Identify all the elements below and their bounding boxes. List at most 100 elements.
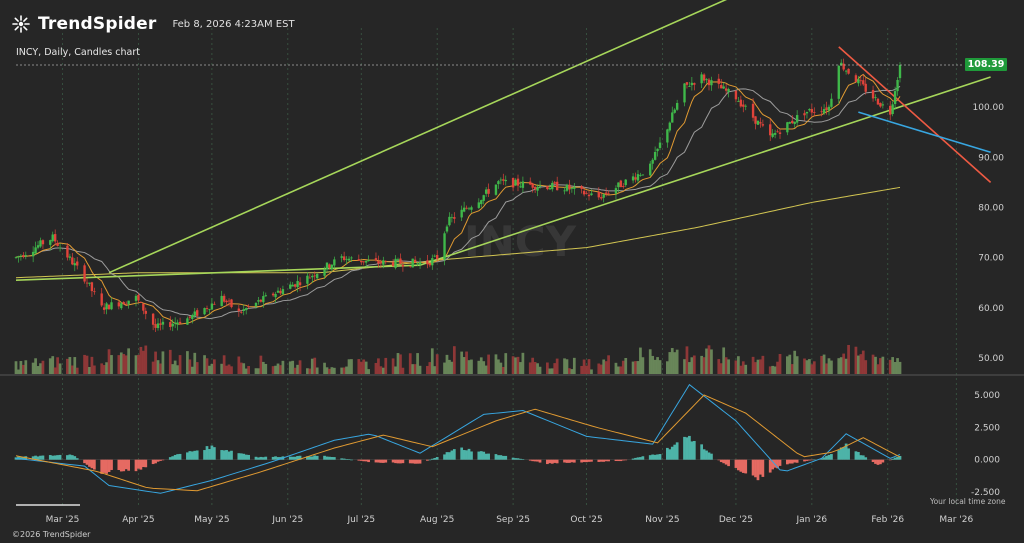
volume-bar	[636, 361, 640, 374]
volume-bar	[399, 354, 402, 374]
x-tick-label: Sep '25	[496, 515, 530, 525]
volume-bar	[379, 366, 383, 374]
macd-histogram-bar	[51, 455, 55, 460]
macd-histogram-bar	[310, 456, 314, 460]
candle-body	[673, 109, 676, 113]
candle-body	[462, 207, 466, 212]
candle-body	[203, 308, 206, 315]
macd-histogram-bar	[220, 450, 224, 460]
macd-histogram-bar	[879, 459, 882, 465]
candle-body	[367, 259, 370, 262]
trendline	[15, 264, 421, 282]
macd-histogram-bar	[173, 454, 177, 460]
macd-histogram-bar	[470, 451, 473, 460]
candle-body	[467, 208, 471, 210]
volume-bar	[342, 367, 346, 374]
sma-fast-line	[15, 85, 901, 320]
macd-histogram-bar	[822, 457, 826, 460]
volume-bar	[602, 359, 606, 374]
macd-histogram-bar	[208, 449, 211, 460]
candle-body	[893, 91, 897, 105]
candle-body	[49, 240, 52, 245]
candle-body	[220, 295, 223, 307]
volume-bar	[48, 358, 52, 374]
volume-bar	[521, 352, 525, 374]
volume-bar	[117, 355, 121, 374]
candle-body	[511, 177, 515, 188]
volume-bar	[220, 363, 224, 374]
macd-histogram-bar	[666, 447, 669, 460]
candle-body	[737, 101, 740, 103]
candle-body	[36, 245, 40, 248]
volume-bar	[857, 355, 860, 374]
last-price-badge: 108.39	[965, 58, 1007, 71]
volume-bar	[482, 361, 486, 374]
volume-bar	[717, 359, 721, 374]
macd-histogram-bar	[448, 452, 451, 460]
volume-bar	[879, 358, 882, 374]
macd-histogram-bar	[893, 457, 897, 460]
volume-bar	[538, 366, 542, 374]
macd-histogram-bar	[288, 456, 292, 460]
macd-histogram-bar	[810, 459, 814, 461]
volume-bar	[639, 347, 642, 374]
macd-histogram-bar	[230, 450, 233, 460]
macd-histogram-bar	[460, 447, 464, 460]
volume-bar	[357, 359, 361, 374]
volume-bar	[110, 355, 113, 374]
macd-histogram-bar	[261, 457, 265, 460]
candle-body	[56, 242, 59, 246]
volume-bar	[790, 364, 794, 374]
volume-bar	[391, 358, 395, 374]
macd-histogram-bar	[154, 459, 157, 464]
candle-body	[871, 89, 875, 99]
macd-histogram-bar	[39, 455, 42, 460]
candle-body	[144, 310, 147, 314]
macd-histogram-bar	[555, 459, 559, 464]
macd-histogram-bar	[41, 455, 45, 460]
macd-histogram-bar	[391, 459, 395, 463]
candle-body	[176, 322, 179, 325]
volume-bar	[83, 354, 86, 374]
volume-bar	[188, 359, 192, 374]
candle-body	[822, 109, 826, 114]
volume-bar	[842, 353, 846, 374]
macd-histogram-bar	[176, 454, 179, 460]
candle-body	[88, 282, 91, 284]
volume-bar	[737, 356, 740, 374]
volume-bar	[570, 369, 574, 374]
macd-histogram-bar	[739, 459, 743, 472]
price-tick-label: 100.00	[973, 103, 1005, 113]
macd-histogram-bar	[847, 448, 850, 460]
volume-bar	[768, 366, 772, 374]
macd-histogram-bar	[418, 459, 422, 464]
x-tick-label: Feb '26	[871, 515, 904, 525]
volume-bar	[203, 355, 206, 374]
volume-bar	[893, 362, 897, 374]
macd-histogram-bar	[675, 442, 679, 460]
macd-histogram-bar	[274, 456, 277, 460]
volume-bar	[467, 360, 471, 374]
candle-body	[186, 318, 189, 325]
macd-histogram-bar	[636, 457, 640, 460]
volume-bar	[590, 369, 593, 374]
volume-bar	[374, 362, 378, 374]
volume-bar	[413, 364, 417, 374]
volume-bar	[340, 367, 344, 374]
volume-bar	[159, 363, 162, 374]
macd-histogram-bar	[891, 458, 895, 460]
macd-histogram-bar	[31, 456, 35, 460]
candle-body	[744, 105, 747, 107]
candle-body	[191, 315, 194, 320]
candle-body	[778, 132, 782, 134]
candle-body	[891, 104, 894, 115]
volume-bar	[247, 366, 250, 374]
volume-bar	[533, 361, 537, 374]
candle-body	[71, 257, 74, 265]
volume-bar	[754, 362, 757, 374]
candle-body	[350, 257, 353, 259]
macd-histogram-bar	[58, 454, 62, 460]
candle-body	[842, 63, 845, 70]
candle-body	[470, 207, 473, 210]
